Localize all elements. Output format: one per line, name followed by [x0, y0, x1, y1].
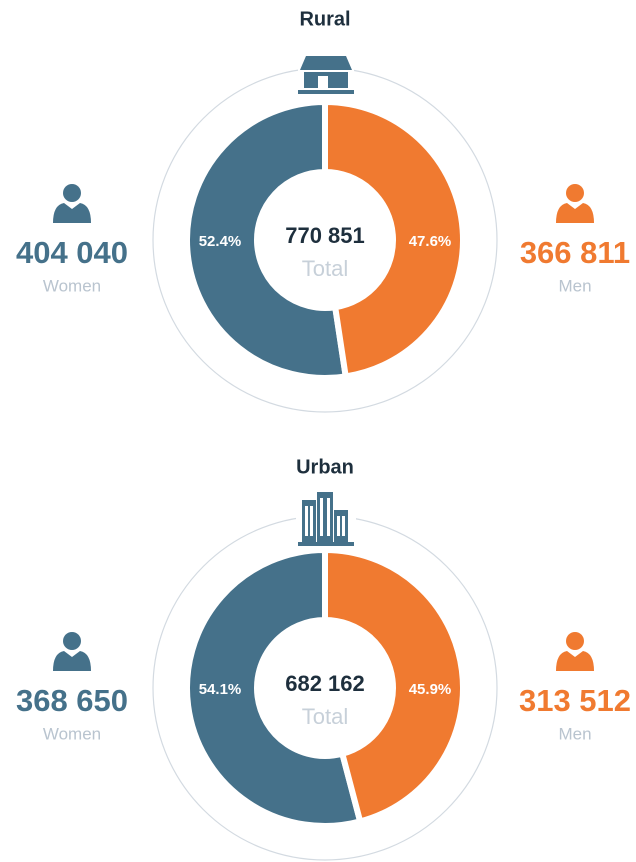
percent-label: 45.9%	[409, 681, 452, 698]
count: 368 650	[16, 683, 128, 718]
buildings-icon	[296, 492, 356, 546]
house-icon	[298, 50, 354, 96]
person-icon	[556, 184, 594, 223]
person-icon	[53, 184, 91, 223]
donut-segment	[322, 546, 466, 826]
percent-label: 47.6%	[409, 233, 452, 250]
total-label: Total	[302, 704, 348, 729]
donut-segment	[322, 98, 466, 380]
category-label: Men	[558, 276, 591, 295]
chart-title: Urban	[296, 456, 354, 478]
person-icon	[53, 632, 91, 671]
percent-label: 52.4%	[199, 233, 242, 250]
total-value: 682 162	[285, 671, 365, 696]
category-label: Women	[43, 276, 101, 295]
person-icon	[556, 632, 594, 671]
count: 313 512	[519, 683, 631, 718]
donut-segment	[184, 98, 350, 381]
percent-label: 54.1%	[199, 681, 242, 698]
total-value: 770 851	[285, 223, 365, 248]
charts: Rural 52.4% 404 040 Women 47.6% 366 811 Men 770…	[16, 8, 631, 861]
count: 404 040	[16, 235, 128, 270]
total-label: Total	[302, 256, 348, 281]
count: 366 811	[520, 235, 630, 270]
chart-title: Rural	[299, 8, 350, 30]
category-label: Women	[43, 724, 101, 743]
donut-segment	[184, 546, 364, 829]
category-label: Men	[558, 724, 591, 743]
